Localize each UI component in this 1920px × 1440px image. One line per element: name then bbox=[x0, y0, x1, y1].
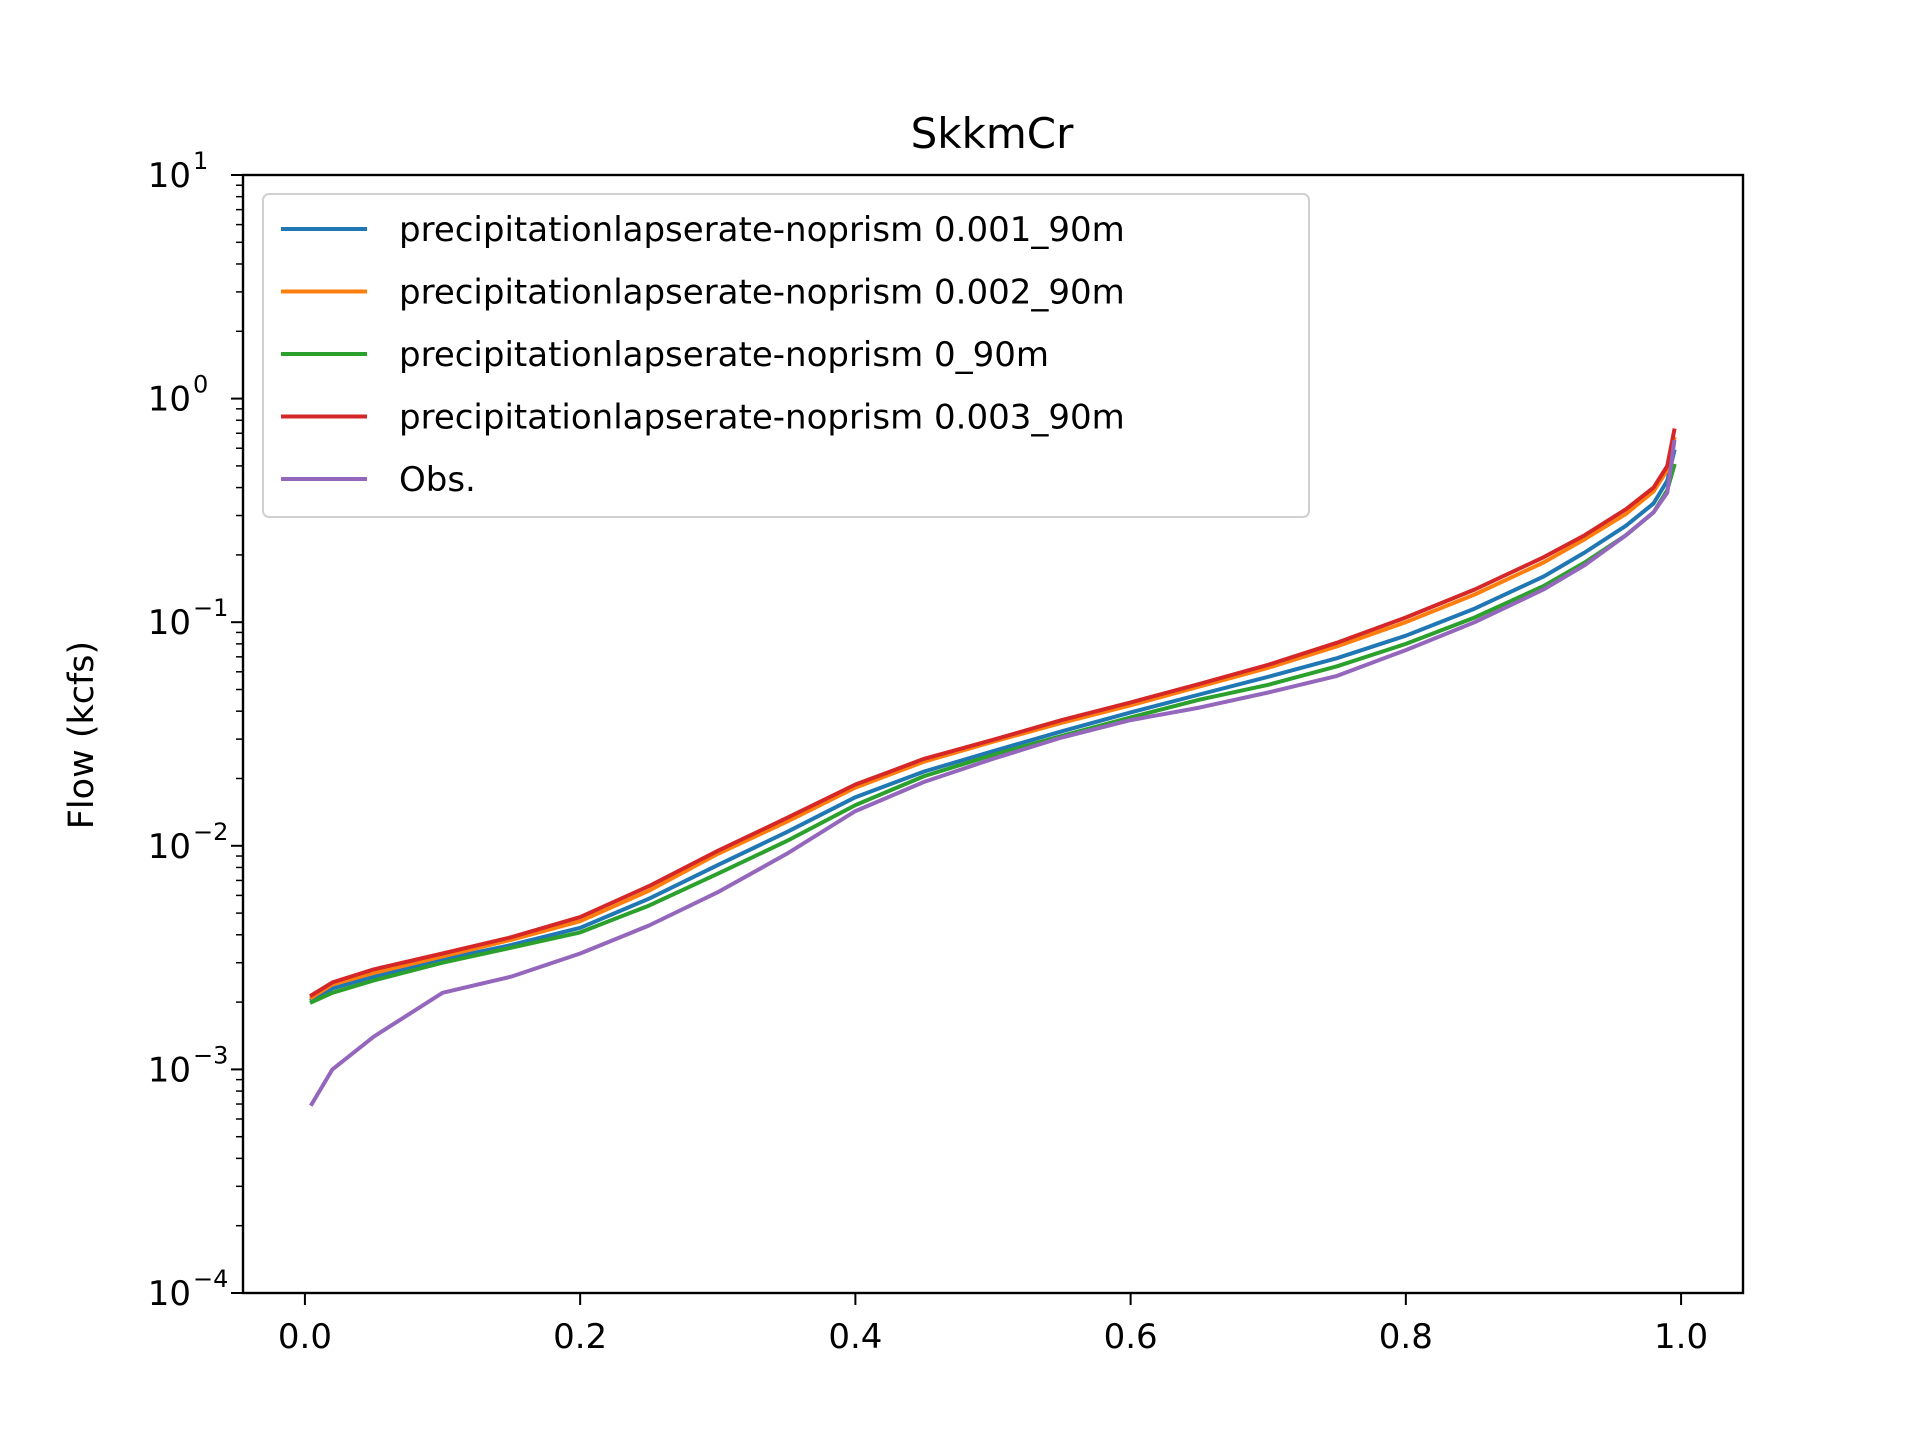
y-tick-exponent: −3 bbox=[193, 1041, 228, 1069]
plot-frame bbox=[241, 173, 1745, 1295]
y-tick-label: 10 bbox=[148, 603, 191, 643]
legend-label-2: precipitationlapserate-noprism 0.002_90m bbox=[399, 273, 1125, 313]
x-tick-label: 0.4 bbox=[828, 1317, 882, 1357]
y-tick-exponent: 0 bbox=[193, 371, 208, 399]
legend-label-4: precipitationlapserate-noprism 0.003_90m bbox=[399, 398, 1125, 438]
series-line-1 bbox=[309, 449, 1677, 1003]
y-tick-exponent: −2 bbox=[193, 818, 228, 846]
x-tick-label: 0.6 bbox=[1104, 1317, 1158, 1357]
series-line-5 bbox=[309, 439, 1677, 1107]
x-tick-label: 0.8 bbox=[1379, 1317, 1433, 1357]
x-axis: 0.0 0.2 0.4 0.6 0.8 1.0 bbox=[278, 1293, 1708, 1357]
y-tick-label: 10 bbox=[148, 827, 191, 867]
legend-label-5: Obs. bbox=[399, 460, 476, 500]
legend-label-1: precipitationlapserate-noprism 0.001_90m bbox=[399, 210, 1125, 250]
y-tick-exponent: −1 bbox=[193, 594, 228, 622]
y-tick-exponent: 1 bbox=[193, 147, 208, 175]
y-tick-exponent: −4 bbox=[193, 1265, 228, 1293]
chart-title: SkkmCr bbox=[911, 109, 1075, 158]
y-tick-label: 10 bbox=[148, 156, 191, 196]
x-tick-label: 0.0 bbox=[278, 1317, 332, 1357]
series-line-2 bbox=[309, 436, 1677, 1001]
y-tick-label: 10 bbox=[148, 1274, 191, 1314]
legend: precipitationlapserate-noprism 0.001_90m… bbox=[262, 193, 1310, 518]
x-tick-label: 0.2 bbox=[553, 1317, 607, 1357]
y-tick-label: 10 bbox=[148, 1050, 191, 1090]
series-layer bbox=[309, 428, 1677, 1107]
x-tick-label: 1.0 bbox=[1654, 1317, 1708, 1357]
y-tick-label: 10 bbox=[148, 380, 191, 420]
series-line-4 bbox=[309, 428, 1677, 998]
y-axis-title: Flow (kcfs) bbox=[62, 641, 102, 829]
legend-label-3: precipitationlapserate-noprism 0_90m bbox=[399, 335, 1049, 375]
legend-box bbox=[262, 193, 1310, 518]
plot-area bbox=[241, 173, 1745, 1295]
